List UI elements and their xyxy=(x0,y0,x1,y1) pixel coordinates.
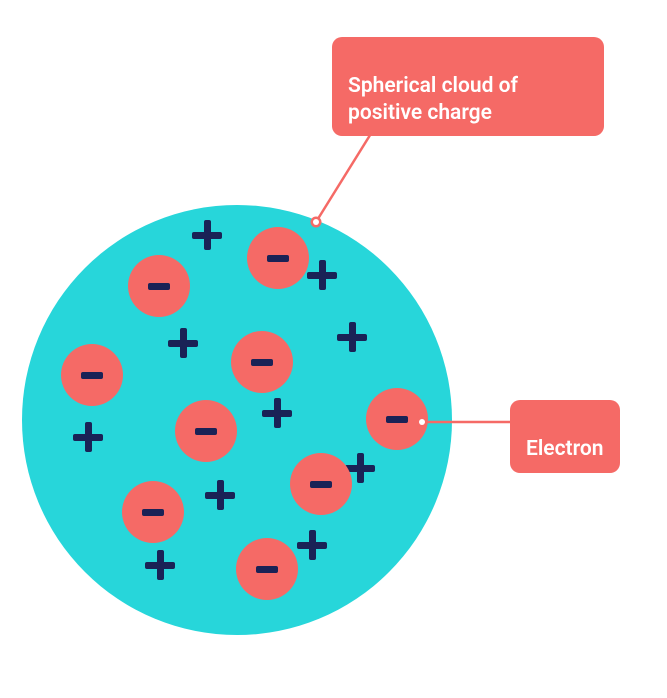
plus-icon xyxy=(220,495,250,525)
plus-icon xyxy=(160,565,190,595)
minus-icon xyxy=(310,481,332,488)
electron xyxy=(122,481,184,543)
minus-icon xyxy=(386,416,408,423)
minus-icon xyxy=(251,359,273,366)
label-electron-text: Electron xyxy=(526,437,604,461)
plus-icon xyxy=(183,343,213,373)
plus-icon xyxy=(277,413,307,443)
plus-icon xyxy=(312,545,342,575)
label-electron: Electron xyxy=(510,400,620,473)
electron xyxy=(236,538,298,600)
label-cloud-text: Spherical cloud of positive charge xyxy=(348,74,518,124)
plus-icon xyxy=(207,235,237,265)
minus-icon xyxy=(256,566,278,573)
electron xyxy=(175,400,237,462)
electron xyxy=(290,453,352,515)
plus-icon xyxy=(352,337,382,367)
minus-icon xyxy=(267,255,289,262)
plus-icon xyxy=(88,437,118,467)
minus-icon xyxy=(195,428,217,435)
label-cloud: Spherical cloud of positive charge xyxy=(332,37,604,136)
plus-icon xyxy=(322,275,352,305)
minus-icon xyxy=(142,509,164,516)
electron xyxy=(231,331,293,393)
electron-labeled xyxy=(366,388,428,450)
electron xyxy=(61,344,123,406)
electron xyxy=(128,255,190,317)
plus-icon xyxy=(360,468,390,498)
minus-icon xyxy=(148,283,170,290)
electron xyxy=(247,227,309,289)
diagram-stage: Spherical cloud of positive charge Elect… xyxy=(0,0,667,698)
minus-icon xyxy=(81,372,103,379)
